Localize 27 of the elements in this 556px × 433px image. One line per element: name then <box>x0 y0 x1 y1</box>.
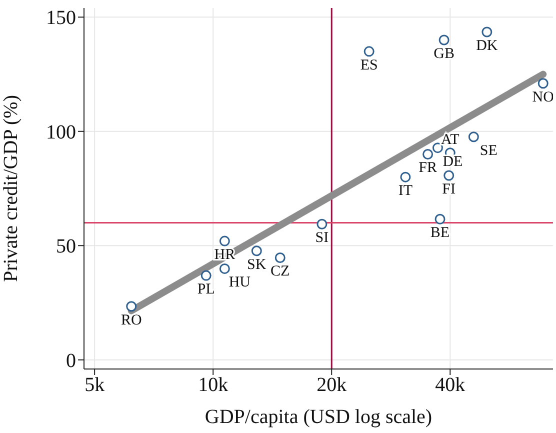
x-tick-label: 5k <box>84 374 105 396</box>
annotation: FI <box>442 181 456 198</box>
annotation: GB <box>434 46 454 62</box>
y-tick-label: 100 <box>46 121 76 144</box>
annotation: CZ <box>270 264 290 280</box>
annotation: PL <box>197 282 215 298</box>
annotation: IT <box>398 183 413 200</box>
annotation: ES <box>360 57 378 74</box>
y-axis-title: Private credit/GDP (%) <box>0 95 22 282</box>
x-tick-label: 10k <box>198 374 228 396</box>
annotation: DE <box>442 154 463 170</box>
annotation: RO <box>120 312 142 328</box>
annotation: SI <box>315 230 329 246</box>
y-tick-label: 150 <box>46 7 76 30</box>
annotation: FR <box>418 160 437 176</box>
x-tick-label: 40k <box>435 374 466 396</box>
y-tick-label: 0 <box>66 350 76 372</box>
annotation: NO <box>532 89 554 106</box>
annotation: SE <box>480 142 498 159</box>
annotation: SK <box>247 256 266 273</box>
annotation: HU <box>228 274 251 291</box>
annotation: BE <box>430 225 450 242</box>
x-axis-title: GDP/capita (USD log scale) <box>204 406 432 428</box>
annotation: AT <box>440 132 460 148</box>
y-tick-label: 50 <box>56 236 76 258</box>
annotation: DK <box>476 38 498 54</box>
x-tick-label: 20k <box>316 374 347 396</box>
